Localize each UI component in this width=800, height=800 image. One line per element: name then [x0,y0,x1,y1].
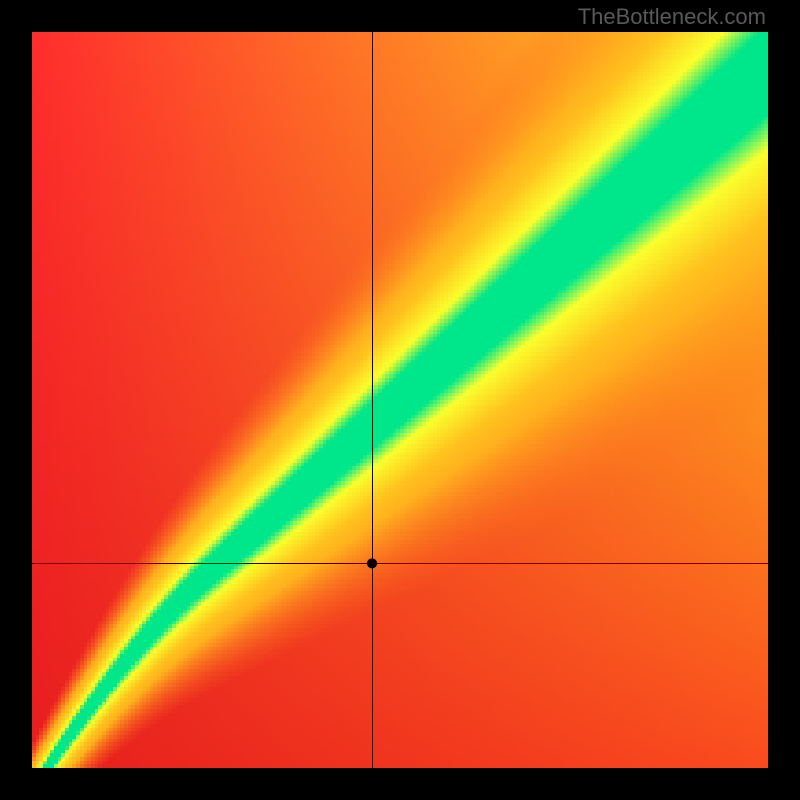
watermark-text: TheBottleneck.com [578,4,766,30]
bottleneck-heatmap-canvas [32,32,768,768]
chart-container: TheBottleneck.com [0,0,800,800]
